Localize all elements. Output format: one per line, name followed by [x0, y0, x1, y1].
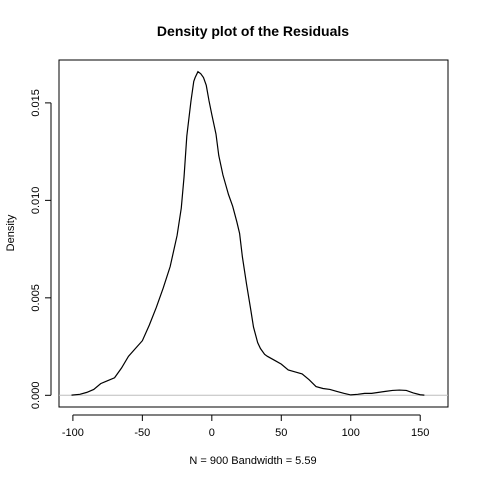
density-line [71, 70, 425, 396]
chart-title: Density plot of the Residuals [157, 23, 349, 39]
y-axis-label: Density [5, 214, 17, 251]
x-tick-label: -50 [134, 427, 150, 439]
x-tick-label: 50 [275, 427, 287, 439]
x-tick-label: 100 [342, 427, 360, 439]
x-axis: -100 -50 0 50 100 150 [62, 414, 429, 439]
y-tick-label: 0.005 [30, 284, 42, 312]
y-tick-label: 0.015 [30, 89, 42, 117]
x-tick-label: -100 [62, 427, 84, 439]
y-axis: 0.000 0.005 0.010 0.015 [30, 89, 52, 410]
x-axis-label: N = 900 Bandwidth = 5.59 [189, 455, 316, 467]
x-tick-label: 150 [411, 427, 429, 439]
plot-frame [58, 59, 449, 408]
x-tick-label: 0 [209, 427, 215, 439]
y-tick-label: 0.000 [30, 382, 42, 410]
y-tick-label: 0.010 [30, 187, 42, 215]
